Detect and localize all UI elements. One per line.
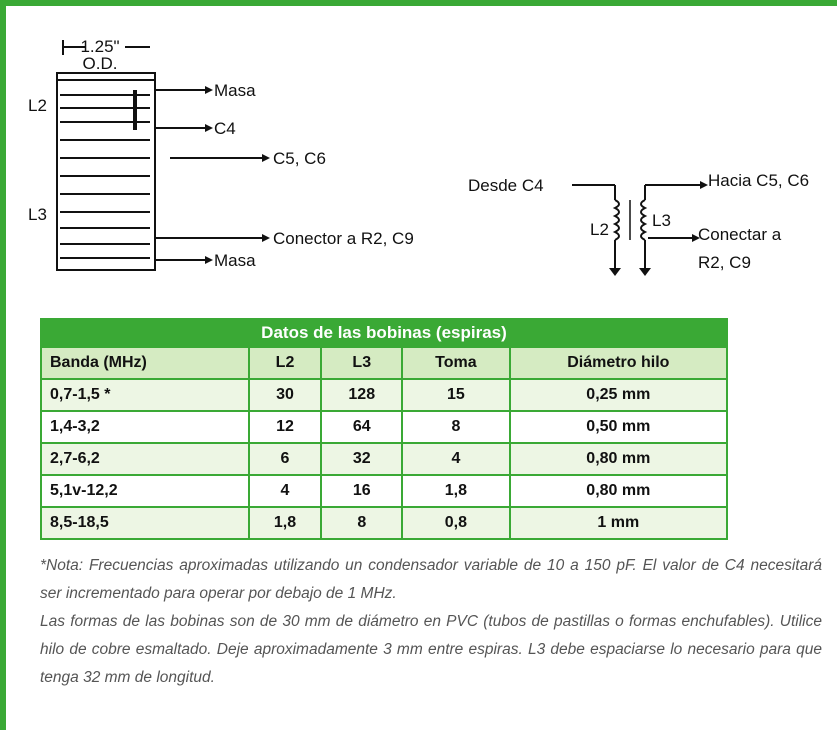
- notes: *Nota: Frecuencias aproximadas utilizand…: [40, 552, 822, 692]
- schematic-label: L2: [590, 220, 609, 239]
- table-cell: 4: [247, 474, 323, 508]
- table-cell: 12: [247, 410, 323, 444]
- table-cell: 8: [401, 410, 511, 444]
- table-cell: 8: [320, 506, 404, 540]
- tap-label: C4: [214, 119, 236, 138]
- schematic-label: Desde C4: [468, 176, 544, 195]
- coil-label: L2: [28, 96, 47, 115]
- column-header: Diámetro hilo: [508, 346, 729, 380]
- column-header: Banda (MHz): [40, 346, 250, 380]
- tap-label: Masa: [214, 81, 256, 100]
- note: *Nota: Frecuencias aproximadas utilizand…: [40, 557, 822, 602]
- table-row: 5,1v-12,2 4 16 1,8 0,80 mm: [40, 474, 729, 508]
- table-cell: 4: [401, 442, 511, 476]
- table-cell: 32: [320, 442, 404, 476]
- table-cell: 16: [320, 474, 404, 508]
- table-cell: 30: [247, 378, 323, 412]
- title-row: Datos de las bobinas (espiras): [40, 318, 728, 348]
- table-cell: 0,50 mm: [508, 410, 729, 444]
- column-header: L2: [247, 346, 323, 380]
- table-cell: 128: [320, 378, 404, 412]
- table-cell: 1,8: [401, 474, 511, 508]
- table-cell: 1 mm: [508, 506, 729, 540]
- diagram: 1.25" O.D. L2 L3 Masa C4 C5, C6 Conector…: [28, 37, 809, 276]
- table-cell: 1,4-3,2: [40, 410, 250, 444]
- table-row: 0,7-1,5 * 30 128 15 0,25 mm: [40, 378, 729, 412]
- schematic-label: R2, C9: [698, 253, 751, 272]
- table-row: 2,7-6,2 6 32 4 0,80 mm: [40, 442, 729, 476]
- tap-label: Masa: [214, 251, 256, 270]
- schematic-label: Conectar a: [698, 225, 782, 244]
- table-cell: 2,7-6,2: [40, 442, 250, 476]
- schematic-label: Hacia C5, C6: [708, 171, 809, 190]
- tap-label: Conector a R2, C9: [273, 229, 414, 248]
- table-row: 1,4-3,2 12 64 8 0,50 mm: [40, 410, 729, 444]
- coil-label: L3: [28, 205, 47, 224]
- frame: [0, 0, 837, 6]
- dimension: O.D.: [83, 54, 118, 73]
- frame: [0, 0, 6, 730]
- column-header: L3: [320, 346, 404, 380]
- table-cell: 15: [401, 378, 511, 412]
- table-cell: 0,8: [401, 506, 511, 540]
- note: Las formas de las bobinas son de 30 mm d…: [40, 613, 822, 686]
- table-title: Datos de las bobinas (espiras): [40, 318, 728, 348]
- table-cell: 0,80 mm: [508, 474, 729, 508]
- column-header: Toma: [401, 346, 511, 380]
- table-row: 8,5-18,5 1,8 8 0,8 1 mm: [40, 506, 729, 540]
- table-cell: 6: [247, 442, 323, 476]
- schematic-label: L3: [652, 211, 671, 230]
- table-cell: 0,25 mm: [508, 378, 729, 412]
- table-cell: 1,8: [247, 506, 323, 540]
- dimension: 1.25": [80, 37, 119, 56]
- table-cell: 64: [320, 410, 404, 444]
- coil-table: Datos de las bobinas (espiras) Banda (MHz…: [40, 318, 729, 540]
- header-row: Banda (MHz) L2 L3 Toma Diámetro hilo: [40, 346, 729, 380]
- table-cell: 8,5-18,5: [40, 506, 250, 540]
- table-cell: 0,7-1,5 *: [40, 378, 250, 412]
- table-cell: 5,1v-12,2: [40, 474, 250, 508]
- tap-label: C5, C6: [273, 149, 326, 168]
- table-cell: 0,80 mm: [508, 442, 729, 476]
